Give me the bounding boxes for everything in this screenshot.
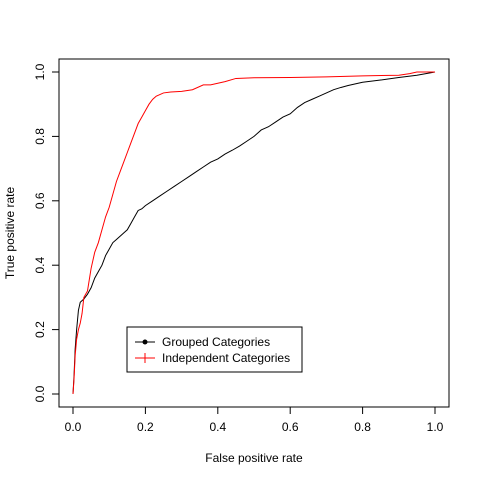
- legend: Grouped Categories Independent Categorie…: [126, 326, 303, 373]
- legend-label-independent: Independent Categories: [162, 351, 290, 365]
- x-tick-label: 0.0: [65, 420, 82, 434]
- legend-box: [126, 326, 303, 373]
- y-tick-label: 0.0: [33, 385, 47, 402]
- x-axis: 0.0 0.2 0.4 0.6 0.8 1.0: [65, 406, 444, 434]
- y-tick-label: 1.0: [33, 63, 47, 80]
- x-tick-label: 0.6: [282, 420, 299, 434]
- x-tick-label: 0.2: [137, 420, 154, 434]
- series-layer: [72, 71, 436, 395]
- legend-label-grouped: Grouped Categories: [162, 335, 270, 349]
- series-line-grouped-categories: [72, 71, 436, 395]
- x-tick-label: 0.4: [209, 420, 226, 434]
- y-tick-label: 0.6: [33, 192, 47, 209]
- series-line-independent-categories: [72, 71, 435, 395]
- x-axis-label: False positive rate: [205, 451, 303, 465]
- y-tick-label: 0.8: [33, 128, 47, 145]
- y-axis-label: True positive rate: [3, 187, 17, 280]
- legend-marker-grouped: [142, 339, 148, 345]
- x-tick-label: 0.8: [354, 420, 371, 434]
- x-tick-label: 1.0: [427, 420, 444, 434]
- y-tick-label: 0.4: [33, 257, 47, 274]
- y-axis: 0.0 0.2 0.4 0.6 0.8 1.0: [33, 63, 60, 402]
- y-tick-label: 0.2: [33, 321, 47, 338]
